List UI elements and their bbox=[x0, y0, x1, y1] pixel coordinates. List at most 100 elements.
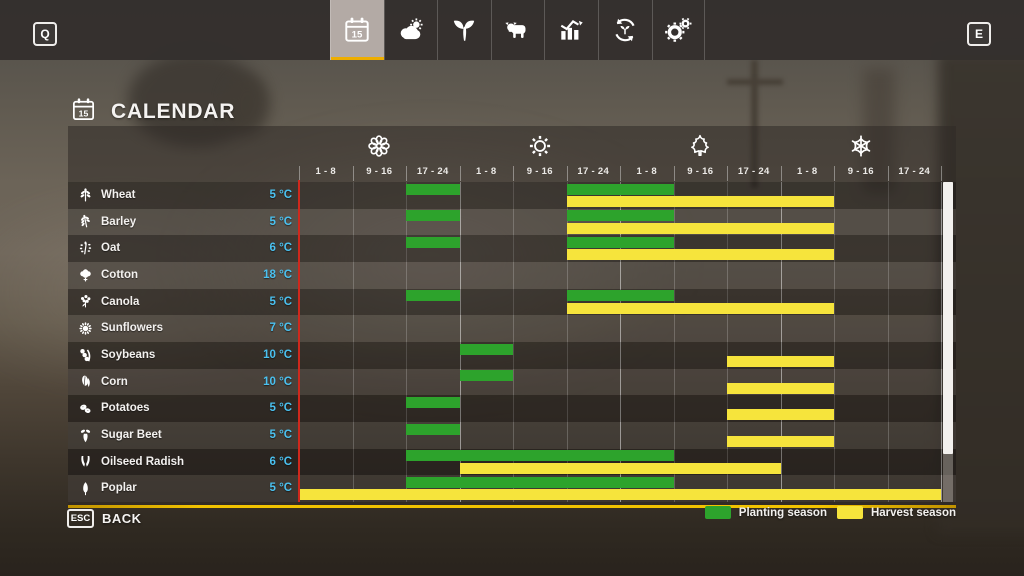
crop-row-corn: Corn 10 °C bbox=[68, 368, 956, 396]
harvest-bar bbox=[727, 409, 834, 421]
crop-germination-temp: 10 °C bbox=[263, 349, 292, 361]
crop-name: Poplar bbox=[101, 482, 137, 495]
calendar-panel: 1 - 8 9 - 16 17 - 24 1 - 8 9 - 16 17 - 24 1 - … bbox=[68, 126, 956, 508]
crop-germination-temp: 5 °C bbox=[269, 215, 293, 228]
barley-icon bbox=[77, 213, 94, 230]
period-tick bbox=[299, 166, 300, 181]
planting-bar bbox=[566, 236, 674, 248]
tab-statistics[interactable] bbox=[544, 0, 598, 60]
canola-icon bbox=[77, 293, 94, 310]
calendar-icon: 15 bbox=[70, 96, 97, 128]
period-label: 9 - 16 bbox=[366, 166, 393, 177]
period-label: 17 - 24 bbox=[898, 166, 931, 177]
planting-season-label: Planting season bbox=[738, 506, 827, 519]
crop-row-potatoes: Potatoes 5 °C bbox=[68, 395, 956, 422]
harvest-bar bbox=[566, 222, 834, 234]
harvest-bar bbox=[727, 356, 834, 367]
period-tick bbox=[673, 166, 675, 181]
harvest-season-label: Harvest season bbox=[870, 506, 956, 519]
settings-icon bbox=[663, 15, 693, 45]
crop-row-poplar: Poplar 5 °C bbox=[68, 475, 956, 502]
harvest-bar bbox=[727, 382, 834, 394]
key-hint-q[interactable]: Q bbox=[33, 22, 57, 46]
period-label: 1 - 8 bbox=[315, 166, 336, 177]
crop-germination-temp: 18 °C bbox=[263, 269, 292, 281]
planting-bar bbox=[406, 210, 460, 222]
planting-bar bbox=[406, 423, 460, 435]
crop-row-oat: Oat 6 °C bbox=[68, 235, 956, 262]
soybeans-icon bbox=[77, 347, 94, 364]
crop-germination-temp: 6 °C bbox=[269, 455, 293, 468]
sunflower-icon bbox=[77, 320, 94, 337]
tab-animals[interactable] bbox=[490, 0, 545, 60]
crop-row-barley: Barley 5 °C bbox=[68, 208, 956, 236]
crop-row-wheat: Wheat 5 °C bbox=[68, 182, 956, 209]
planting-bar bbox=[406, 450, 674, 462]
cotton-icon bbox=[77, 267, 94, 284]
oilseed-radish-icon bbox=[77, 453, 94, 470]
gridline bbox=[887, 182, 889, 502]
gridline bbox=[406, 182, 407, 502]
period-tick bbox=[566, 166, 568, 181]
crop-name: Oat bbox=[101, 242, 121, 255]
planting-bar bbox=[459, 370, 513, 382]
crop-germination-temp: 5 °C bbox=[269, 429, 293, 441]
period-tick bbox=[513, 166, 514, 181]
gridline bbox=[513, 182, 514, 502]
crop-germination-temp: 5 °C bbox=[269, 295, 293, 308]
season-winter-icon bbox=[848, 133, 874, 159]
season-spring-icon bbox=[366, 133, 392, 159]
crop-name: Sunflowers bbox=[101, 322, 163, 335]
tab-rotation[interactable] bbox=[597, 0, 652, 60]
key-hint-e[interactable]: E bbox=[967, 22, 991, 46]
crop-row-canola: Canola 5 °C bbox=[68, 288, 956, 316]
crop-name: Corn bbox=[101, 375, 128, 388]
period-tick bbox=[780, 166, 782, 181]
planting-season-swatch bbox=[704, 506, 731, 519]
statistics-icon bbox=[557, 15, 587, 45]
period-tick bbox=[352, 166, 354, 181]
season-autumn-icon bbox=[687, 133, 713, 159]
period-tick bbox=[887, 166, 889, 181]
planting-bar bbox=[406, 476, 674, 488]
harvest-season-swatch bbox=[836, 506, 863, 519]
harvest-bar bbox=[299, 489, 941, 501]
scrollbar-thumb[interactable] bbox=[943, 182, 953, 454]
crop-row-sugar-beet: Sugar Beet 5 °C bbox=[68, 422, 956, 449]
harvest-bar bbox=[727, 436, 834, 447]
wheat-icon bbox=[77, 187, 94, 204]
page-title-block: 15 CALENDAR bbox=[70, 96, 235, 128]
period-label: 1 - 8 bbox=[796, 166, 818, 177]
planting-bar bbox=[406, 396, 460, 408]
gridline bbox=[352, 182, 354, 502]
crop-name: Potatoes bbox=[101, 402, 150, 415]
planting-bar bbox=[406, 290, 460, 302]
back-button[interactable]: BACK bbox=[102, 511, 142, 526]
top-bar: Q 15 E bbox=[0, 0, 1024, 60]
planting-bar bbox=[406, 236, 460, 248]
planting-bar bbox=[566, 210, 674, 222]
rotation-icon bbox=[610, 15, 640, 45]
animals-icon bbox=[503, 15, 533, 45]
tab-settings[interactable] bbox=[651, 0, 706, 60]
period-label: 9 - 16 bbox=[847, 166, 874, 177]
footer: ESC BACK bbox=[67, 509, 142, 528]
period-label: 17 - 24 bbox=[416, 166, 449, 177]
esc-key-badge[interactable]: ESC bbox=[67, 509, 94, 528]
period-label: 9 - 16 bbox=[526, 166, 553, 177]
tree-silhouette bbox=[225, 75, 270, 135]
harvest-bar bbox=[459, 462, 781, 474]
crops-icon bbox=[449, 15, 479, 45]
tab-weather[interactable] bbox=[383, 0, 438, 60]
tab-calendar[interactable]: 15 bbox=[330, 0, 384, 60]
period-tick bbox=[834, 166, 835, 181]
utility-pole-crossbar bbox=[727, 79, 783, 85]
svg-text:15: 15 bbox=[352, 30, 363, 41]
period-tick bbox=[459, 166, 461, 181]
crop-row-soybeans: Soybeans 10 °C bbox=[68, 342, 956, 369]
crop-name: Sugar Beet bbox=[101, 429, 162, 441]
crop-name: Wheat bbox=[101, 189, 136, 201]
crop-germination-temp: 7 °C bbox=[269, 322, 293, 335]
tab-crops[interactable] bbox=[437, 0, 491, 60]
gridline bbox=[834, 182, 835, 502]
